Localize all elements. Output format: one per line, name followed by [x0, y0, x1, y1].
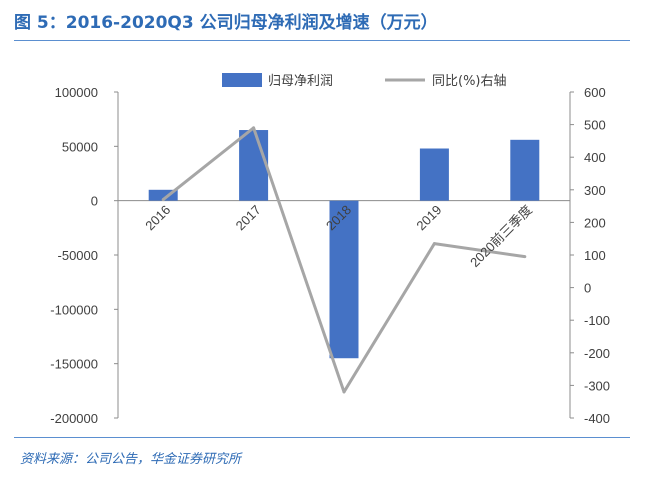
- yoy-point-2018: [342, 390, 346, 394]
- bar-2016: [148, 189, 178, 201]
- bar-series: [148, 130, 540, 359]
- right-tick-label: -400: [584, 411, 610, 426]
- x-tick-label: 2019: [413, 202, 444, 233]
- right-y-axis: 600 500 400 300 200 100 0 -100 -200 -300 -400: [569, 85, 610, 426]
- yoy-point-2019: [432, 242, 436, 246]
- x-tick-label: 2016: [142, 202, 173, 233]
- yoy-point-2020前三季度: [523, 255, 527, 259]
- right-tick-label: 200: [584, 215, 606, 230]
- right-tick-label: 300: [584, 183, 606, 198]
- legend-bar-label: 归母净利润: [268, 74, 333, 89]
- legend-line-label: 同比(%)右轴: [432, 74, 507, 89]
- left-tick-label: -100000: [50, 302, 98, 317]
- right-tick-label: 600: [584, 85, 606, 100]
- left-tick-label: 100000: [55, 85, 98, 100]
- left-tick-label: -200000: [50, 411, 98, 426]
- x-tick-label: 2017: [233, 202, 264, 233]
- right-tick-label: 500: [584, 118, 606, 133]
- legend: 归母净利润 同比(%)右轴: [222, 73, 507, 89]
- bar-2018: [329, 200, 359, 359]
- yoy-point-2016: [161, 198, 165, 202]
- right-tick-label: 0: [584, 281, 591, 296]
- yoy-point-2017: [252, 126, 256, 130]
- left-tick-label: -50000: [58, 248, 98, 263]
- left-tick-label: 0: [91, 194, 98, 209]
- left-y-axis: 100000 50000 0 -50000 -100000 -150000 -200000: [50, 85, 570, 426]
- footer-divider: [14, 437, 630, 438]
- bar-2020前三季度: [510, 139, 540, 201]
- source-note: 资料来源：公司公告，华金证券研究所: [20, 452, 242, 467]
- legend-bar-swatch: [222, 73, 262, 87]
- line-series: [161, 126, 527, 394]
- right-tick-label: 100: [584, 248, 606, 263]
- right-tick-label: -300: [584, 378, 610, 393]
- right-tick-label: -100: [584, 313, 610, 328]
- bar-2017: [239, 130, 269, 201]
- left-tick-label: -150000: [50, 357, 98, 372]
- x-tick-label: 2020前三季度: [467, 202, 535, 270]
- right-tick-label: 400: [584, 150, 606, 165]
- chart-title: 图 5：2016-2020Q3 公司归母净利润及增速（万元）: [14, 13, 438, 33]
- bar-2019: [419, 148, 449, 201]
- right-tick-label: -200: [584, 346, 610, 361]
- title-divider: [14, 40, 630, 41]
- left-tick-label: 50000: [62, 139, 98, 154]
